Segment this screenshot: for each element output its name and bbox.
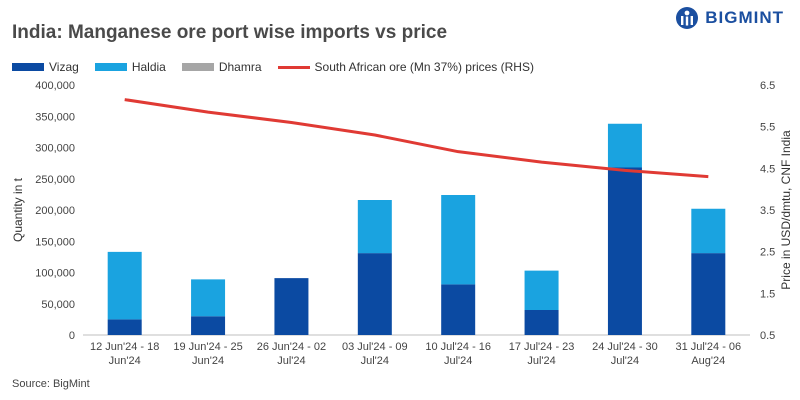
y2-tick-label: 0.5 — [760, 330, 775, 342]
y-tick-label: 150,000 — [35, 236, 75, 248]
bar-vizag — [524, 310, 559, 335]
x-tick-label: 19 Jun'24 - 25 Jun'24 — [173, 341, 242, 367]
x-tick-label: 17 Jul'24 - 23 Jul'24 — [509, 341, 575, 367]
chart-legend: Vizag Haldia Dhamra South African ore (M… — [12, 60, 550, 74]
x-tick-label: 10 Jul'24 - 16 Jul'24 — [425, 341, 491, 367]
y-tick-label: 50,000 — [41, 299, 75, 311]
chart-title: India: Manganese ore port wise imports v… — [12, 22, 448, 43]
y-tick-label: 100,000 — [35, 268, 75, 280]
x-tick-label: 31 Jul'24 - 06 Aug'24 — [675, 341, 741, 367]
bar-vizag — [107, 319, 142, 335]
bar-haldia — [107, 251, 142, 320]
bar-haldia — [191, 279, 226, 317]
bar-haldia — [357, 200, 392, 254]
legend-item-vizag: Vizag — [12, 60, 79, 74]
bar-vizag — [191, 316, 226, 335]
source-note: Source: BigMint — [12, 378, 90, 390]
y2-axis-title: Price in USD/dmtu, CNF India — [779, 130, 793, 290]
bigmint-logo-icon — [676, 7, 699, 29]
y-axis-title: Quantity in t — [11, 177, 25, 242]
y2-tick-label: 3.5 — [760, 205, 775, 217]
legend-label-vizag: Vizag — [49, 60, 79, 74]
y-tick-label: 400,000 — [35, 80, 75, 92]
x-tick-label: 24 Jul'24 - 30 Jul'24 — [592, 341, 658, 367]
x-tick-label: 03 Jul'24 - 09 Jul'24 — [342, 341, 408, 367]
bar-vizag — [607, 167, 642, 335]
bar-haldia — [607, 123, 642, 168]
y2-tick-label: 4.5 — [760, 163, 775, 175]
x-tick-label: 26 Jun'24 - 02 Jul'24 — [257, 341, 326, 367]
y-tick-label: 250,000 — [35, 174, 75, 186]
brand-name: BIGMINT — [705, 8, 784, 27]
y2-tick-label: 5.5 — [760, 122, 775, 134]
y2-tick-label: 2.5 — [760, 247, 775, 259]
legend-item-price: South African ore (Mn 37%) prices (RHS) — [277, 60, 534, 74]
legend-swatch-haldia — [94, 63, 127, 71]
bar-vizag — [691, 253, 726, 335]
brand-logo: BIGMINT — [675, 6, 784, 30]
y-tick-label: 300,000 — [35, 143, 75, 155]
line-price — [124, 98, 709, 179]
bar-vizag — [441, 284, 476, 335]
y2-tick-label: 6.5 — [760, 80, 775, 92]
y-tick-label: 350,000 — [35, 111, 75, 123]
bar-vizag — [357, 253, 392, 335]
legend-item-haldia: Haldia — [94, 60, 166, 74]
legend-item-dhamra: Dhamra — [181, 60, 262, 74]
y-tick-label: 0 — [69, 330, 75, 342]
bar-haldia — [524, 270, 559, 310]
y2-tick-label: 1.5 — [760, 288, 775, 300]
y-tick-label: 200,000 — [35, 205, 75, 217]
legend-swatch-vizag — [12, 63, 44, 71]
legend-swatch-dhamra — [181, 63, 214, 71]
legend-label-dhamra: Dhamra — [218, 60, 262, 74]
bar-vizag — [274, 278, 309, 335]
bar-haldia — [691, 208, 726, 254]
x-tick-label: 12 Jun'24 - 18 Jun'24 — [90, 341, 159, 367]
legend-label-haldia: Haldia — [131, 60, 166, 74]
legend-swatch-price — [277, 65, 310, 69]
legend-label-price: South African ore (Mn 37%) prices (RHS) — [314, 60, 534, 74]
bar-haldia — [441, 195, 476, 285]
